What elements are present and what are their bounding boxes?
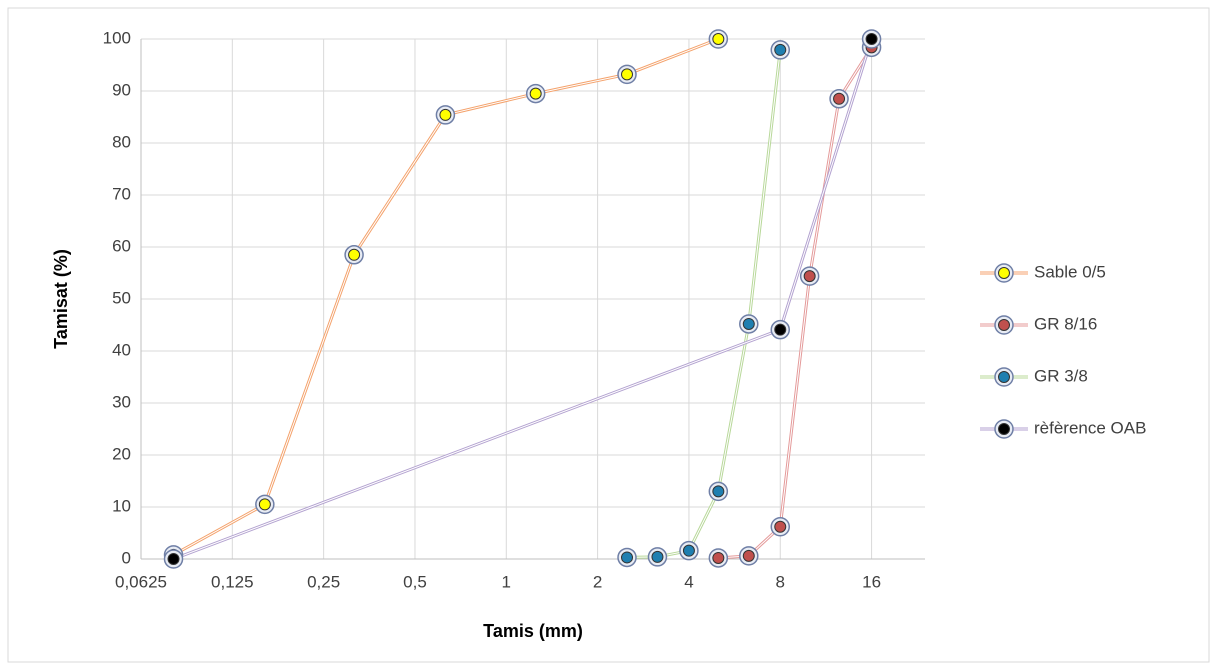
y-tick-label: 70 xyxy=(112,184,131,203)
legend-label: Sable 0/5 xyxy=(1034,262,1106,281)
marker xyxy=(679,540,699,561)
x-tick-label: 0,5 xyxy=(403,572,427,591)
legend-marker xyxy=(994,263,1014,283)
x-tick-label: 16 xyxy=(862,572,881,591)
y-tick-label: 50 xyxy=(112,288,131,307)
marker xyxy=(435,105,456,125)
y-tick-label: 80 xyxy=(112,132,131,151)
legend-marker xyxy=(994,315,1014,335)
y-axis-title: Tamisat (%) xyxy=(51,249,71,349)
marker xyxy=(708,29,729,49)
x-tick-label: 0,25 xyxy=(307,572,340,591)
x-tick-label: 8 xyxy=(776,572,785,591)
y-tick-label: 100 xyxy=(103,28,131,47)
legend-label: GR 8/16 xyxy=(1034,314,1097,333)
legend-label: GR 3/8 xyxy=(1034,366,1088,385)
x-tick-label: 1 xyxy=(502,572,511,591)
marker xyxy=(647,547,668,567)
y-tick-label: 0 xyxy=(122,548,131,567)
marker xyxy=(617,64,637,85)
marker xyxy=(163,549,184,569)
y-tick-label: 20 xyxy=(112,444,131,463)
marker xyxy=(525,83,546,104)
marker xyxy=(799,266,820,286)
marker xyxy=(708,548,729,568)
y-tick-label: 60 xyxy=(112,236,131,255)
legend-marker xyxy=(994,419,1014,439)
y-tick-label: 90 xyxy=(112,80,131,99)
x-tick-label: 0,0625 xyxy=(115,572,167,591)
chart-border xyxy=(7,7,1210,663)
y-tick-label: 10 xyxy=(112,496,131,515)
legend-marker xyxy=(994,367,1014,387)
marker xyxy=(255,494,275,515)
marker xyxy=(739,546,759,566)
y-tick-label: 40 xyxy=(112,340,131,359)
marker xyxy=(829,89,849,109)
marker xyxy=(708,481,729,502)
marker xyxy=(739,314,759,334)
marker xyxy=(617,547,637,568)
marker xyxy=(770,40,791,60)
marker xyxy=(344,245,364,265)
marker xyxy=(770,517,791,537)
legend-label: rèfèrence OAB xyxy=(1034,418,1146,437)
marker xyxy=(861,29,882,49)
x-tick-label: 4 xyxy=(684,572,693,591)
x-tick-label: 2 xyxy=(593,572,602,591)
y-tick-label: 30 xyxy=(112,392,131,411)
x-tick-label: 0,125 xyxy=(211,572,254,591)
x-axis-title: Tamis (mm) xyxy=(483,621,583,641)
marker xyxy=(770,319,791,340)
